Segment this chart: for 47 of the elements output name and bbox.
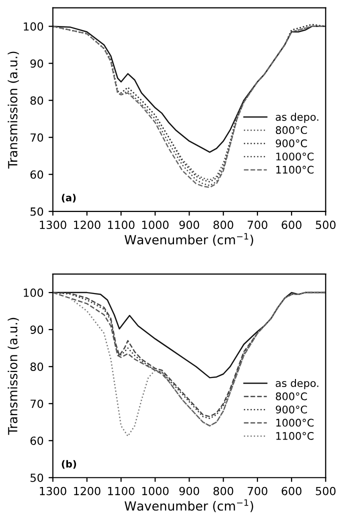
annotation: (a) bbox=[62, 194, 76, 203]
x-tick-label: 800 bbox=[214, 486, 234, 496]
x-tick-label: 1100 bbox=[108, 486, 134, 496]
line-series bbox=[52, 26, 326, 153]
x-tick-label: 800 bbox=[214, 220, 234, 230]
x-tick-label: 900 bbox=[179, 220, 200, 230]
legend-label: 1000°C bbox=[276, 418, 314, 427]
legend-label: 800°C bbox=[276, 126, 307, 134]
x-tick-label: 600 bbox=[282, 220, 302, 230]
x-tick-label: 700 bbox=[248, 220, 268, 230]
y-axis-title: Transmission (a.u.) bbox=[8, 318, 19, 435]
y-tick-label: 100 bbox=[24, 22, 44, 31]
x-tick-label: 500 bbox=[316, 220, 336, 230]
x-tick-label: 1300 bbox=[40, 220, 66, 230]
x-tick-label: 1100 bbox=[108, 220, 134, 230]
legend-label: 1100°C bbox=[276, 432, 314, 440]
x-tick-label: 1200 bbox=[74, 220, 100, 230]
y-tick-label: 90 bbox=[30, 59, 44, 68]
x-tick-label: 600 bbox=[282, 486, 302, 496]
legend-label: as depo. bbox=[276, 112, 318, 123]
x-tick-label: 700 bbox=[248, 486, 268, 496]
x-axis-title: Wavenumber (cm$^{−1}$) bbox=[124, 233, 254, 246]
y-tick-label: 90 bbox=[30, 326, 44, 334]
y-tick-label: 80 bbox=[30, 96, 44, 105]
legend-label: 800°C bbox=[276, 392, 307, 400]
legend-label: 900°C bbox=[276, 139, 307, 148]
x-tick-label: 1000 bbox=[142, 486, 169, 496]
legend-label: 1000°C bbox=[276, 152, 314, 160]
x-tick-label: 500 bbox=[316, 486, 336, 496]
y-tick-label: 80 bbox=[30, 362, 44, 371]
x-axis-title: Wavenumber (cm$^{−1}$) bbox=[124, 499, 254, 512]
x-tick-label: 1300 bbox=[40, 486, 66, 496]
y-tick-label: 50 bbox=[30, 207, 44, 216]
y-tick-label: 100 bbox=[24, 288, 44, 297]
legend-label: as depo. bbox=[276, 378, 318, 390]
y-tick-label: 50 bbox=[30, 474, 44, 482]
x-tick-label: 1000 bbox=[142, 220, 169, 230]
legend-label: 900°C bbox=[276, 406, 307, 414]
y-tick-label: 70 bbox=[30, 400, 44, 408]
x-tick-label: 1200 bbox=[74, 486, 100, 496]
y-tick-label: 70 bbox=[30, 133, 44, 142]
x-tick-label: 900 bbox=[179, 486, 200, 496]
legend-label: 1100°C bbox=[276, 166, 314, 174]
y-tick-label: 60 bbox=[30, 170, 44, 179]
y-tick-label: 60 bbox=[30, 436, 44, 445]
annotation: (b) bbox=[62, 460, 76, 469]
y-axis-title: Transmission (a.u.) bbox=[8, 52, 19, 169]
